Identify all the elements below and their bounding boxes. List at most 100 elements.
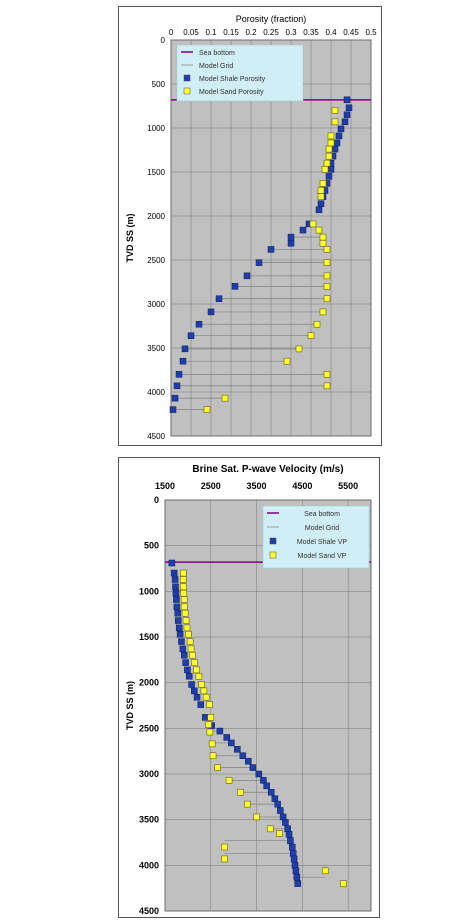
sand-point [331,107,339,114]
shale-point [174,610,182,617]
sand-point [317,187,325,194]
x-tick-label: 0.45 [343,28,359,37]
shale-point [271,795,279,802]
y-tick-label: 4000 [147,388,165,397]
y-tick-label: 500 [144,541,159,551]
sand-point [331,118,339,126]
y-tick-label: 2000 [139,678,159,688]
shale-point [168,559,176,567]
sand-point [321,867,329,875]
shale-point [299,226,307,234]
sand-point [323,371,331,378]
sand-point [225,777,233,784]
x-tick-label: 1500 [155,481,175,491]
shale-point [175,617,182,624]
sand-point [319,233,327,241]
shale-point [228,739,235,747]
y-tick-label: 4500 [147,432,165,441]
sand-point [313,320,321,328]
shale-point [186,673,193,680]
shale-point [317,200,325,207]
shale-point [343,111,351,119]
shale-point [175,371,183,378]
sand-point [180,596,188,603]
y-tick-label: 0 [161,36,166,45]
shale-point [333,139,341,147]
x-tick-label: 4500 [292,481,312,491]
sand-point [195,672,203,680]
sand-point [203,406,211,413]
shale-point [191,687,198,695]
sand-point [206,701,213,708]
sand-point [295,345,303,353]
shale-point [216,727,224,735]
x-tick-label: 0.15 [223,28,239,37]
shale-point [169,406,177,413]
sand-point [244,800,251,808]
shale-point [343,96,351,104]
shale-point [173,596,180,603]
sand-point [323,159,331,167]
sand-point [317,193,325,200]
shale-point [260,777,267,784]
sand-point [189,651,196,659]
y-tick-label: 0 [154,495,159,505]
legend-box [262,505,370,569]
sand-point [321,166,329,173]
sand-point [190,659,198,666]
shale-point [197,701,204,708]
shale-point [274,800,281,808]
legend-box [176,44,304,102]
shale-point [284,825,291,833]
sand-point [323,259,331,266]
sand-point [183,624,191,632]
legend-label: Sea bottom [304,511,340,518]
shale-point [202,714,209,721]
shale-point [178,638,185,645]
sand-point [221,855,228,863]
y-tick-label: 3500 [147,344,165,353]
shale-point [180,652,188,659]
velocity-chart-panel: Brine Sat. P-wave Velocity (m/s) 1500 2500… [118,457,380,918]
shale-point [263,782,270,790]
legend-label: Model Sand Porosity [199,89,264,96]
sand-point [253,813,260,821]
sand-point [323,283,331,290]
sand-point [200,687,208,695]
sand-point [323,272,331,280]
sand-point [327,132,335,140]
shale-point [215,295,223,302]
y-tick-label: 4500 [139,906,159,916]
sand-point [340,880,347,887]
legend-label: Model Shale Porosity [199,76,266,83]
shale-point [243,272,251,280]
shale-point [287,240,295,247]
x-tick-label: 0.4 [325,28,337,37]
y-axis-label: TVD SS (m) [125,681,135,730]
legend-label: Model Sand VP [298,553,347,560]
sand-point [193,666,200,674]
shale-point [315,206,323,214]
shale-point [239,752,247,759]
shale-point [187,332,195,339]
sand-point [186,638,194,645]
sand-point [209,752,217,760]
y-tick-label: 1000 [147,124,165,133]
sand-point [325,145,333,153]
sand-point [315,226,323,234]
shale-point [267,789,275,796]
legend-label: Model Grid [305,525,339,532]
shale-point [193,694,201,701]
y-tick-label: 3000 [139,769,159,779]
legend-marker-symbol [269,551,277,559]
sand-point [185,630,192,638]
shale-point [291,862,299,869]
sand-point [325,152,333,160]
sand-point [205,721,212,728]
sand-point [202,693,210,701]
shale-point [293,873,301,881]
legend-label: Model Grid [199,63,233,70]
x-tick-label: 5500 [338,481,358,491]
x-tick-label: 0.25 [263,28,279,37]
shale-point [327,166,335,173]
